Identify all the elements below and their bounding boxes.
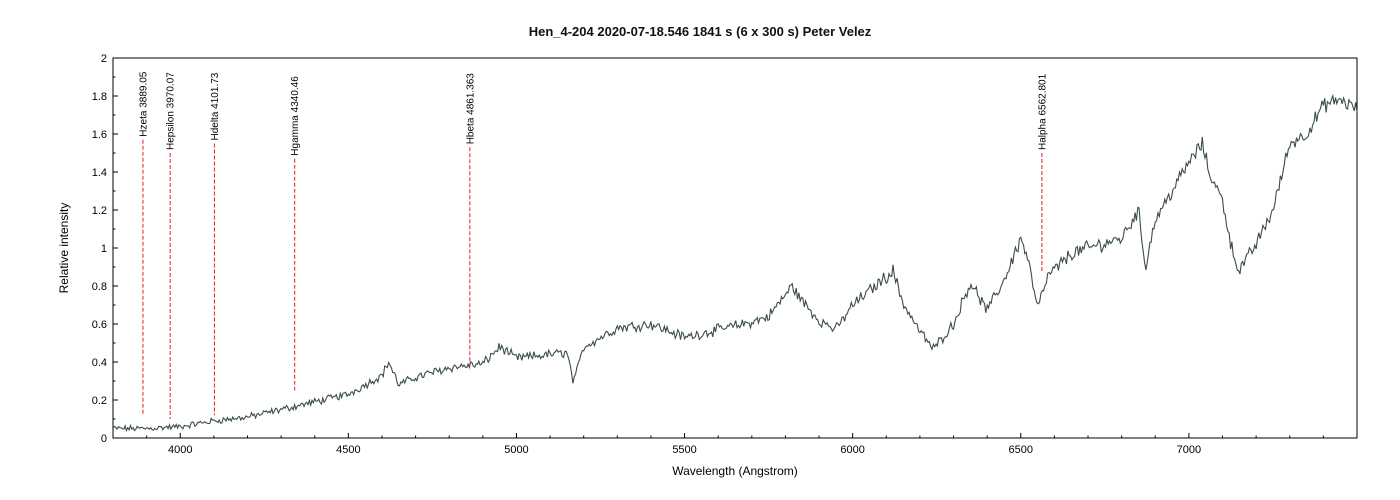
x-tick-label: 5000 [504, 444, 528, 456]
y-axis: 0 0.2 0.4 0.6 0.8 1 1.2 1.4 1.6 1.8 2 [92, 53, 118, 445]
x-tick-label: 4000 [168, 444, 192, 456]
annotation-label: Hgamma 4340.46 [290, 76, 301, 156]
y-axis-label: Relative intensity [57, 203, 71, 294]
annotation-label: Halpha 6562.801 [1037, 73, 1048, 150]
y-tick-label: 1.6 [92, 129, 107, 141]
y-tick-label: 1.8 [92, 91, 107, 103]
x-tick-label: 6500 [1009, 444, 1033, 456]
annotation-label: Hdelta 4101.73 [210, 72, 221, 140]
spectral-line-annotations: Hzeta 3889.05 Hepsilon 3970.07 Hdelta 4101… [138, 71, 1048, 419]
annotation-label: Hzeta 3889.05 [138, 71, 149, 136]
y-tick-label: 1.2 [92, 205, 107, 217]
y-tick-label: 1 [101, 243, 107, 255]
spectrum-series [112, 93, 1358, 433]
y-tick-label: 1.4 [92, 167, 107, 179]
chart-title: Hen_4-204 2020-07-18.546 1841 s (6 x 300… [528, 24, 872, 39]
x-tick-label: 4500 [336, 444, 360, 456]
x-tick-label: 5500 [672, 444, 696, 456]
x-axis-label: Wavelength (Angstrom) [672, 464, 798, 478]
x-axis: 4000 4500 5000 5500 6000 6500 7000 [112, 433, 1358, 456]
x-tick-label: 7000 [1177, 444, 1201, 456]
annotation-label: Hbeta 4861.363 [465, 73, 476, 145]
annotation-label: Hepsilon 3970.07 [166, 72, 177, 150]
y-tick-label: 0 [101, 433, 107, 445]
spectrum-line [112, 93, 1358, 433]
x-tick-label: 6000 [840, 444, 864, 456]
y-tick-label: 0.8 [92, 281, 107, 293]
y-tick-label: 2 [101, 53, 107, 65]
y-tick-label: 0.6 [92, 319, 107, 331]
y-tick-label: 0.2 [92, 395, 107, 407]
y-tick-label: 0.4 [92, 357, 107, 369]
